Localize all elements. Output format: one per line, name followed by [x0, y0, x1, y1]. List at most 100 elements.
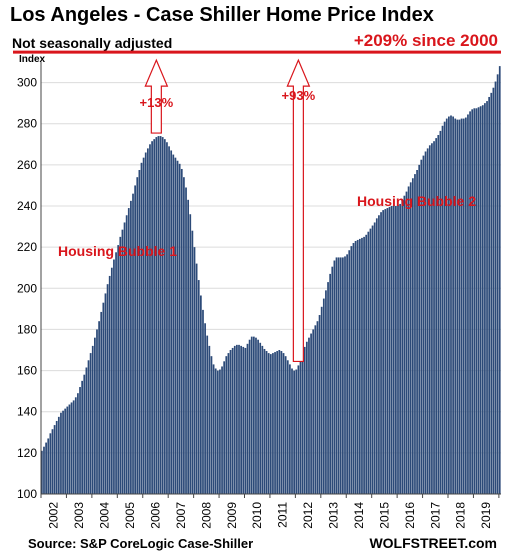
x-tick-label: 2015 [377, 502, 391, 529]
bar [210, 356, 213, 494]
bar [492, 87, 495, 495]
bar [161, 137, 164, 494]
bar [416, 170, 418, 494]
y-tick-label: 260 [17, 158, 37, 172]
bar [261, 345, 264, 494]
bar [320, 306, 323, 494]
bar [96, 329, 98, 494]
bar [426, 148, 429, 494]
y-tick-labels: 100 120 140 160 180 200 220 240 260 280 300 [17, 76, 37, 501]
bar [246, 343, 249, 494]
bar [123, 222, 126, 494]
bar [204, 323, 206, 494]
x-tick-label: 2008 [199, 502, 213, 529]
bar [350, 246, 353, 494]
bar [136, 177, 139, 494]
bar [208, 345, 211, 494]
bar [159, 136, 162, 494]
bar [104, 293, 107, 494]
bar [134, 185, 137, 494]
bar [77, 393, 79, 494]
arrow-up-icon [286, 58, 311, 363]
bar [312, 329, 315, 494]
bar [55, 420, 58, 494]
bar [473, 108, 476, 494]
bar [464, 117, 467, 494]
bar [257, 339, 259, 494]
bar [233, 345, 236, 494]
brand-logo: WOLFSTREET.com [369, 535, 497, 551]
x-tick-label: 2016 [403, 502, 417, 529]
bar [242, 346, 245, 494]
bar [89, 353, 92, 494]
chart-subtitle: Not seasonally adjusted [12, 35, 173, 51]
bar [339, 257, 342, 494]
bar [231, 347, 234, 494]
bar [85, 367, 88, 494]
y-tick-label: 300 [17, 76, 37, 90]
bar [144, 152, 147, 494]
bar [110, 267, 113, 494]
bar [166, 142, 168, 495]
bar [331, 266, 334, 494]
bar [214, 368, 217, 494]
bar [314, 325, 317, 494]
bar [488, 96, 491, 494]
bar [342, 257, 344, 494]
bar [494, 81, 497, 494]
bar [53, 425, 56, 494]
bar [49, 433, 52, 494]
bar [433, 141, 435, 494]
bar [140, 162, 143, 495]
x-tick-label: 2010 [250, 502, 264, 529]
bar [102, 302, 105, 494]
y-tick-label: 140 [17, 405, 37, 419]
bar [250, 336, 253, 494]
y-tick-label: 280 [17, 117, 37, 131]
x-tick-label: 2004 [98, 502, 112, 529]
bar [467, 114, 469, 495]
bar [471, 109, 474, 494]
bar [498, 66, 501, 495]
bar [414, 174, 416, 495]
x-tick-label: 2013 [327, 502, 341, 529]
bar [361, 237, 363, 494]
y-tick-label: 120 [17, 446, 37, 460]
bar [45, 442, 47, 494]
bar [79, 387, 81, 494]
bar [132, 193, 134, 494]
bar [195, 263, 198, 494]
bar [481, 105, 484, 494]
bar [490, 92, 493, 495]
bar [98, 321, 100, 494]
bar [153, 139, 156, 494]
bar [255, 337, 257, 494]
bar [265, 351, 268, 494]
bar [420, 159, 423, 494]
annotation-label: Housing Bubble 2 [357, 193, 476, 209]
bar [240, 345, 242, 494]
bar [170, 150, 173, 494]
bar [60, 412, 62, 494]
bar [87, 360, 90, 494]
bar [223, 361, 226, 494]
y-axis-label: Index [19, 54, 46, 65]
bar [66, 406, 69, 494]
y-tick-label: 220 [17, 240, 37, 254]
bar [286, 360, 289, 494]
bar [238, 344, 240, 494]
bar [337, 257, 340, 494]
chart-title: Los Angeles - Case Shiller Home Price In… [10, 4, 434, 26]
bar [418, 164, 421, 495]
bar [130, 200, 132, 495]
bar [301, 353, 304, 494]
bar [100, 311, 103, 494]
bar [456, 119, 459, 494]
bar [450, 115, 452, 495]
bar [138, 170, 141, 494]
bar [278, 350, 281, 494]
bar [282, 353, 285, 494]
y-tick-label: 160 [17, 364, 37, 378]
x-tick-label: 2002 [47, 502, 61, 529]
bar [227, 353, 230, 494]
